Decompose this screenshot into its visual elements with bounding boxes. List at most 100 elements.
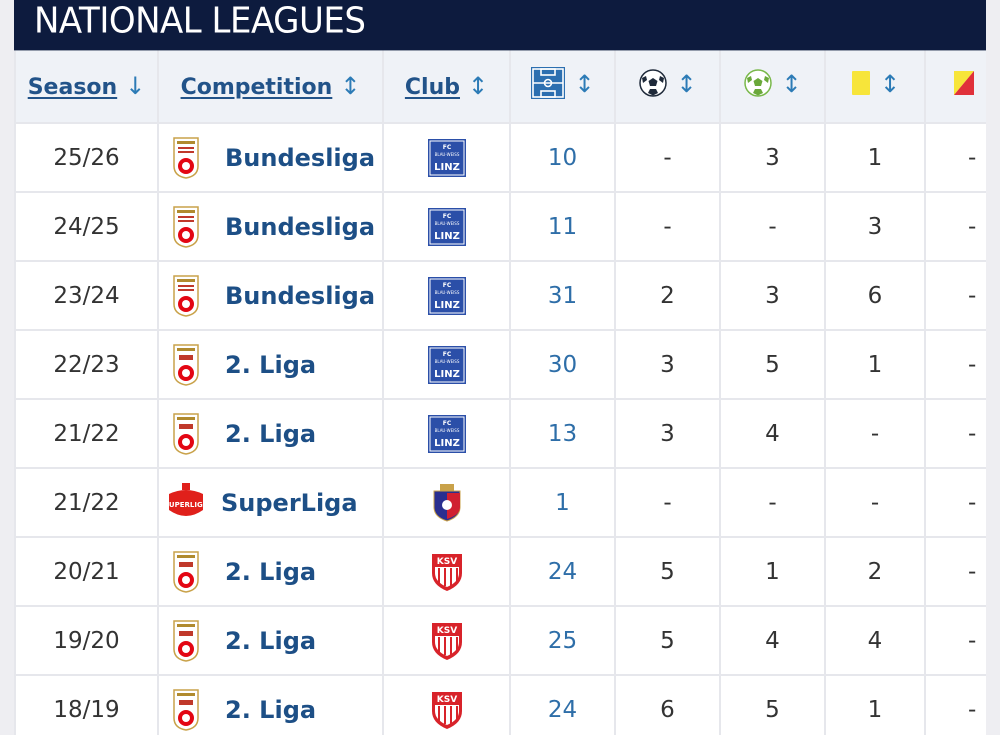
appearances-link[interactable]: 10	[547, 144, 578, 171]
season-value: 21/22	[53, 489, 120, 516]
club-sort-link[interactable]: Club	[404, 75, 460, 100]
competition-sort-link[interactable]: Competition	[180, 75, 333, 100]
goals-header[interactable]: ↕	[614, 48, 721, 124]
sort-down-arrow-icon[interactable]: ↓	[125, 72, 146, 100]
competition-link[interactable]: 2. Liga	[225, 419, 317, 448]
yellow-cards-cell: 4	[824, 605, 926, 676]
assists-value: 5	[765, 696, 780, 723]
second-yellow-value: -	[968, 696, 977, 723]
competition-link[interactable]: 2. Liga	[225, 695, 317, 724]
assists-cell: -	[719, 467, 826, 538]
goals-value: 6	[660, 696, 675, 723]
season-sort-link[interactable]: Season	[27, 75, 118, 100]
2-liga-logo[interactable]	[171, 412, 201, 456]
assists-value: 3	[765, 144, 780, 171]
appearances-header[interactable]: ↕	[509, 48, 616, 124]
assists-header[interactable]: ↕	[719, 48, 826, 124]
2-liga-logo[interactable]	[171, 550, 201, 594]
competition-link[interactable]: Bundesliga	[225, 281, 376, 310]
competition-header[interactable]: Competition ↕	[157, 48, 384, 124]
superliga-logo[interactable]: SUPERLIGA	[165, 482, 207, 524]
football-icon[interactable]	[638, 68, 668, 104]
bundesliga-logo[interactable]	[171, 136, 201, 180]
yellow-red-card-icon[interactable]	[952, 69, 976, 103]
competition-cell: Bundesliga	[157, 260, 384, 331]
appearances-link[interactable]: 13	[547, 420, 578, 447]
assists-value: 4	[765, 420, 780, 447]
competition-link[interactable]: Bundesliga	[225, 212, 376, 241]
sort-toggle-arrow-icon[interactable]: ↕	[879, 70, 901, 98]
season-value: 21/22	[53, 420, 120, 447]
svg-text:LINZ: LINZ	[434, 162, 460, 173]
goals-cell: 3	[614, 329, 721, 400]
competition-link[interactable]: 2. Liga	[225, 557, 317, 586]
assists-cell: 5	[719, 674, 826, 735]
yellow-cards-cell: 1	[824, 329, 926, 400]
sort-toggle-arrow-icon[interactable]: ↕	[574, 70, 595, 98]
2-liga-logo[interactable]	[171, 343, 201, 387]
assists-value: 4	[765, 627, 780, 654]
second-yellow-header[interactable]	[924, 48, 986, 124]
sort-toggle-arrow-icon[interactable]: ↕	[781, 70, 802, 98]
appearances-link[interactable]: 11	[547, 213, 578, 240]
goals-cell: -	[614, 467, 721, 538]
svg-text:BLAU-WEISS: BLAU-WEISS	[434, 428, 459, 433]
competition-link[interactable]: SuperLiga	[221, 488, 358, 517]
goals-value: 5	[660, 558, 675, 585]
season-cell: 23/24	[14, 260, 159, 331]
bundesliga-logo[interactable]	[171, 274, 201, 318]
sort-toggle-arrow-icon[interactable]: ↕	[676, 70, 697, 98]
club-cell: FC BLAU-WEISS LINZ	[382, 191, 511, 262]
fc-botosani-logo[interactable]	[430, 483, 464, 523]
appearances-link[interactable]: 24	[547, 558, 578, 585]
appearances-link[interactable]: 30	[547, 351, 578, 378]
svg-text:BLAU-WEISS: BLAU-WEISS	[434, 221, 459, 226]
yellow-cards-header[interactable]: ↕	[824, 48, 926, 124]
yellow-card-icon[interactable]	[850, 69, 872, 103]
appearances-link[interactable]: 31	[547, 282, 578, 309]
yellow-cards-cell: 3	[824, 191, 926, 262]
competition-link[interactable]: 2. Liga	[225, 626, 317, 655]
second-yellow-cell: -	[924, 467, 986, 538]
club-cell: FC BLAU-WEISS LINZ	[382, 398, 511, 469]
assists-value: -	[768, 489, 777, 516]
competition-link[interactable]: 2. Liga	[225, 350, 317, 379]
table-row: 19/20 2. Liga KSV 25 5 4 4 -	[14, 605, 986, 676]
appearances-link[interactable]: 25	[547, 627, 578, 654]
green-football-icon[interactable]	[743, 68, 773, 104]
national-leagues-panel: NATIONAL LEAGUES Season ↓ Competition ↕ Cl…	[14, 0, 986, 735]
pitch-icon[interactable]	[530, 66, 566, 106]
competition-link[interactable]: Bundesliga	[225, 143, 376, 172]
second-yellow-value: -	[968, 282, 977, 309]
appearances-link[interactable]: 1	[555, 489, 570, 516]
appearances-cell: 11	[509, 191, 616, 262]
2-liga-logo[interactable]	[171, 688, 201, 732]
appearances-cell: 25	[509, 605, 616, 676]
2-liga-logo[interactable]	[171, 619, 201, 663]
goals-cell: 3	[614, 398, 721, 469]
assists-cell: 5	[719, 329, 826, 400]
club-header[interactable]: Club ↕	[382, 48, 511, 124]
second-yellow-cell: -	[924, 260, 986, 331]
goals-value: -	[663, 213, 672, 240]
season-header[interactable]: Season ↓	[14, 48, 159, 124]
sort-toggle-arrow-icon[interactable]: ↕	[468, 72, 489, 100]
yellow-cards-value: 1	[867, 696, 883, 723]
ksv-1919-logo[interactable]: KSV	[429, 689, 465, 731]
yellow-cards-cell: -	[824, 398, 926, 469]
appearances-cell: 10	[509, 122, 616, 193]
appearances-link[interactable]: 24	[547, 696, 578, 723]
superliga-logo-text: SUPERLIGA	[165, 501, 207, 509]
table-row: 21/22 SUPERLIGA SuperLiga 1 - - - -	[14, 467, 986, 538]
sort-toggle-arrow-icon[interactable]: ↕	[340, 72, 361, 100]
assists-cell: 4	[719, 398, 826, 469]
svg-text:FC: FC	[442, 420, 451, 427]
bundesliga-logo[interactable]	[171, 205, 201, 249]
ksv-1919-logo[interactable]: KSV	[429, 620, 465, 662]
ksv-1919-logo[interactable]: KSV	[429, 551, 465, 593]
